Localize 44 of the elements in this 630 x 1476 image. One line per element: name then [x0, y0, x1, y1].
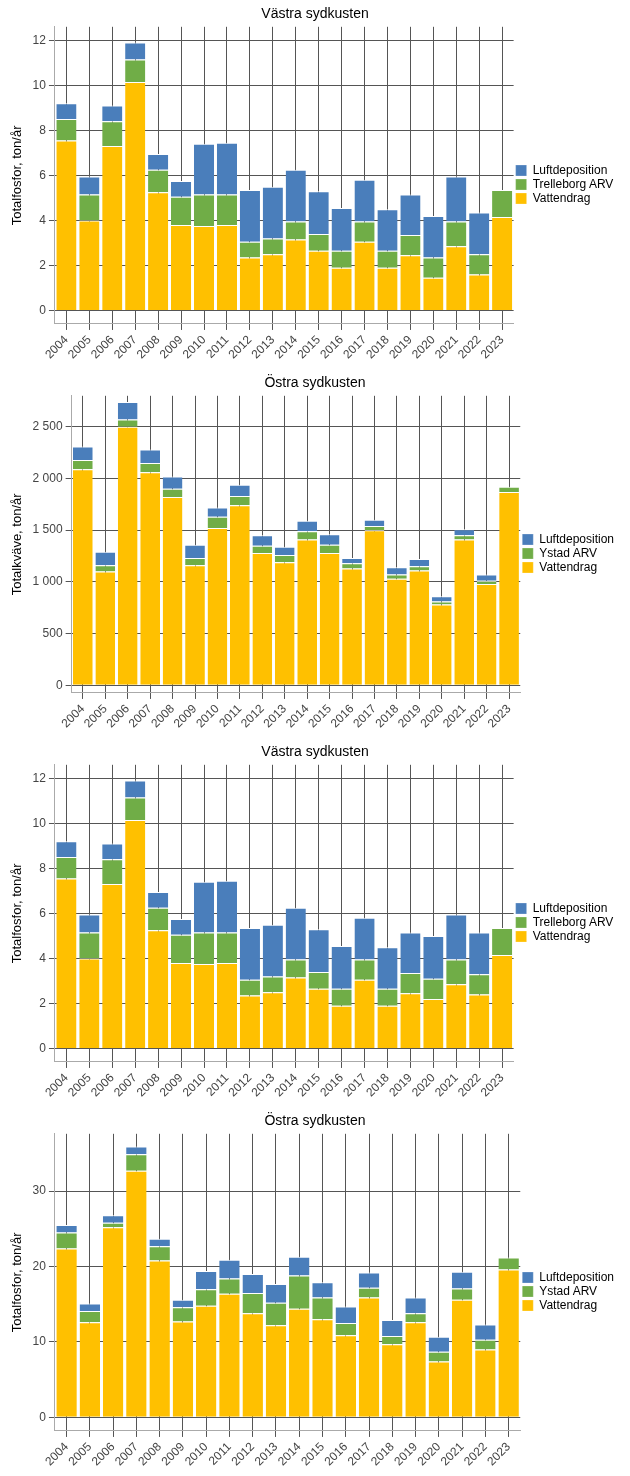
legend-label: Luftdeposition — [532, 900, 608, 915]
y-tick-label: 2 000 — [32, 470, 63, 485]
legend-label: Luftdeposition — [532, 162, 608, 177]
legend-label: Trelleborg ARV — [532, 914, 614, 929]
legend-label: Ystad ARV — [539, 1283, 598, 1298]
chart-title: Västra sydkusten — [261, 5, 369, 22]
y-tick-label: 12 — [32, 770, 47, 785]
legend-label: Luftdeposition — [539, 1269, 615, 1284]
y-tick-label: 4 — [39, 950, 47, 965]
legend-label: Vattendrag — [539, 559, 598, 574]
y-tick-label: 0 — [39, 1040, 47, 1055]
y-tick-label: 6 — [39, 167, 47, 182]
chart-title: Östra sydkusten — [264, 1111, 366, 1129]
y-tick-label: 12 — [32, 32, 47, 47]
y-tick-label: 10 — [32, 77, 47, 92]
y-axis-title: Totalkväve, ton/år — [9, 492, 25, 596]
y-tick-label: 500 — [42, 625, 63, 640]
y-tick-label: 6 — [39, 905, 47, 920]
y-tick-label: 4 — [39, 212, 47, 227]
y-tick-label: 20 — [32, 1258, 47, 1273]
legend-label: Ystad ARV — [539, 545, 598, 560]
y-tick-label: 1 500 — [32, 522, 63, 537]
legend-label: Trelleborg ARV — [532, 176, 614, 191]
y-tick-label: 2 — [39, 995, 47, 1010]
legend-label: Vattendrag — [532, 928, 591, 943]
legend-label: Vattendrag — [539, 1297, 598, 1312]
y-tick-label: 8 — [39, 122, 47, 137]
y-tick-label: 1 000 — [32, 574, 63, 589]
y-tick-label: 2 — [39, 257, 47, 272]
y-tick-label: 0 — [55, 677, 63, 692]
y-tick-label: 10 — [32, 1334, 47, 1349]
y-axis-title: Totalfosfor, ton/år — [9, 1231, 25, 1333]
chart-title: Västra sydkusten — [261, 743, 369, 760]
y-axis-title: Totalfosfor, ton/år — [9, 124, 25, 226]
y-axis-title: Totalfosfor, ton/år — [9, 862, 25, 964]
y-tick-label: 10 — [32, 815, 47, 830]
y-tick-label: 0 — [39, 1409, 47, 1424]
y-tick-label: 2 500 — [32, 419, 63, 434]
legend-label: Vattendrag — [532, 190, 591, 205]
chart-title: Östra sydkusten — [264, 373, 366, 391]
y-tick-label: 0 — [39, 302, 47, 317]
legend-label: Luftdeposition — [539, 531, 615, 546]
y-tick-label: 8 — [39, 860, 47, 875]
y-tick-label: 30 — [32, 1183, 47, 1198]
